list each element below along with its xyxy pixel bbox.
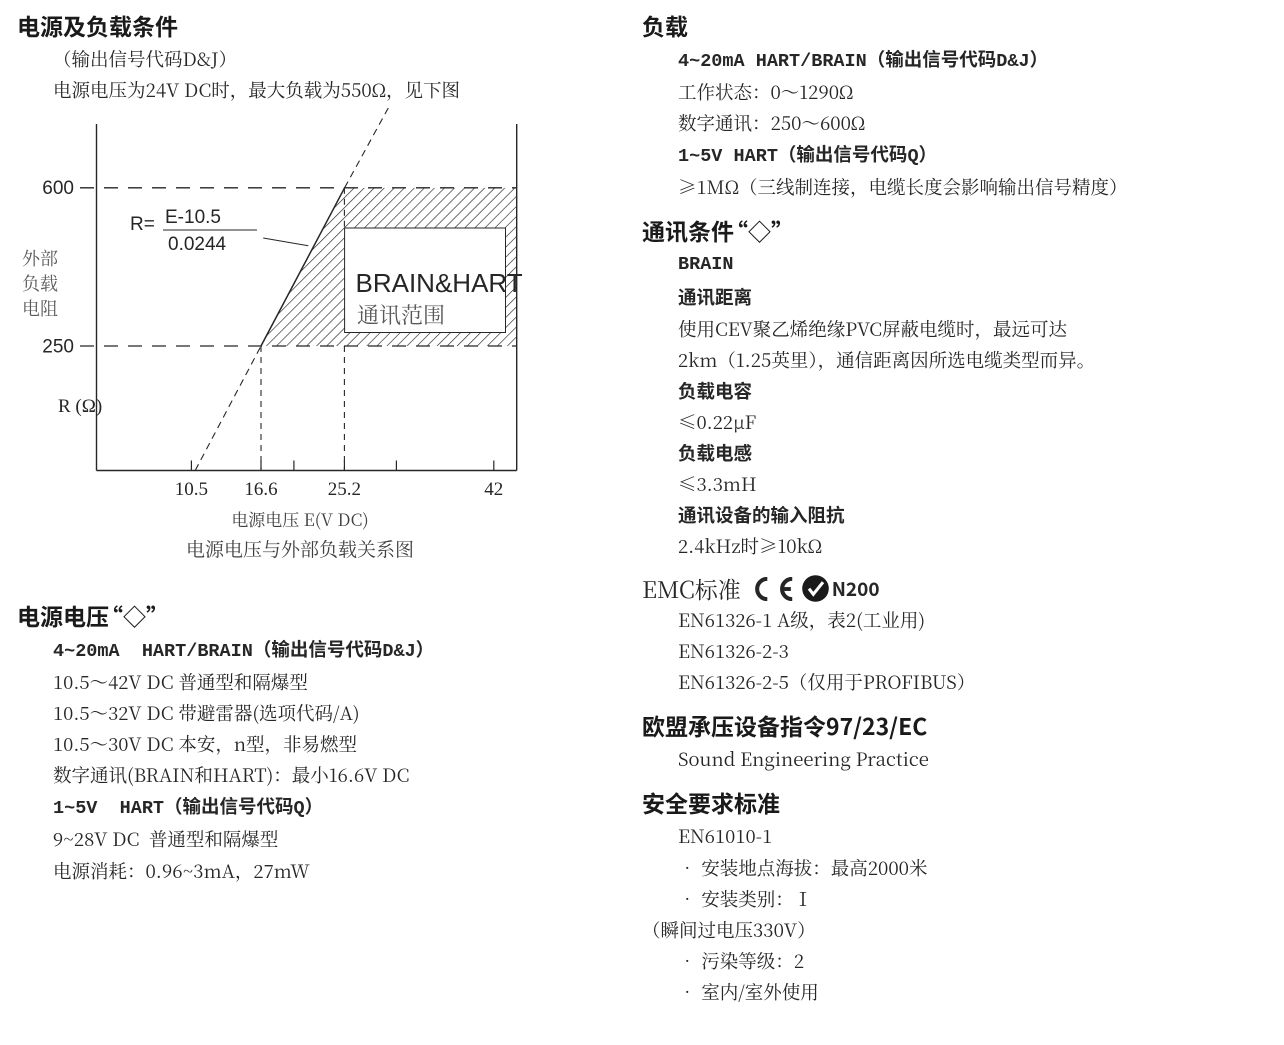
svg-text:0.0244: 0.0244 [168, 234, 227, 255]
svg-text:E-10.5: E-10.5 [165, 207, 221, 228]
svg-text:电阻: 电阻 [22, 295, 58, 321]
svg-text:BRAIN&HART: BRAIN&HART [356, 268, 523, 298]
svg-text:负载: 负载 [22, 270, 58, 296]
svg-text:25.2: 25.2 [328, 479, 361, 500]
svg-text:250: 250 [42, 337, 74, 358]
svg-text:42: 42 [484, 479, 503, 500]
svg-text:16.6: 16.6 [244, 479, 277, 500]
svg-text:10.5: 10.5 [175, 479, 208, 500]
svg-text:通讯范围: 通讯范围 [357, 299, 445, 330]
svg-text:R (Ω): R (Ω) [58, 396, 102, 417]
svg-text:600: 600 [42, 178, 74, 199]
svg-text:R=: R= [130, 214, 155, 235]
svg-text:外部: 外部 [22, 245, 58, 271]
